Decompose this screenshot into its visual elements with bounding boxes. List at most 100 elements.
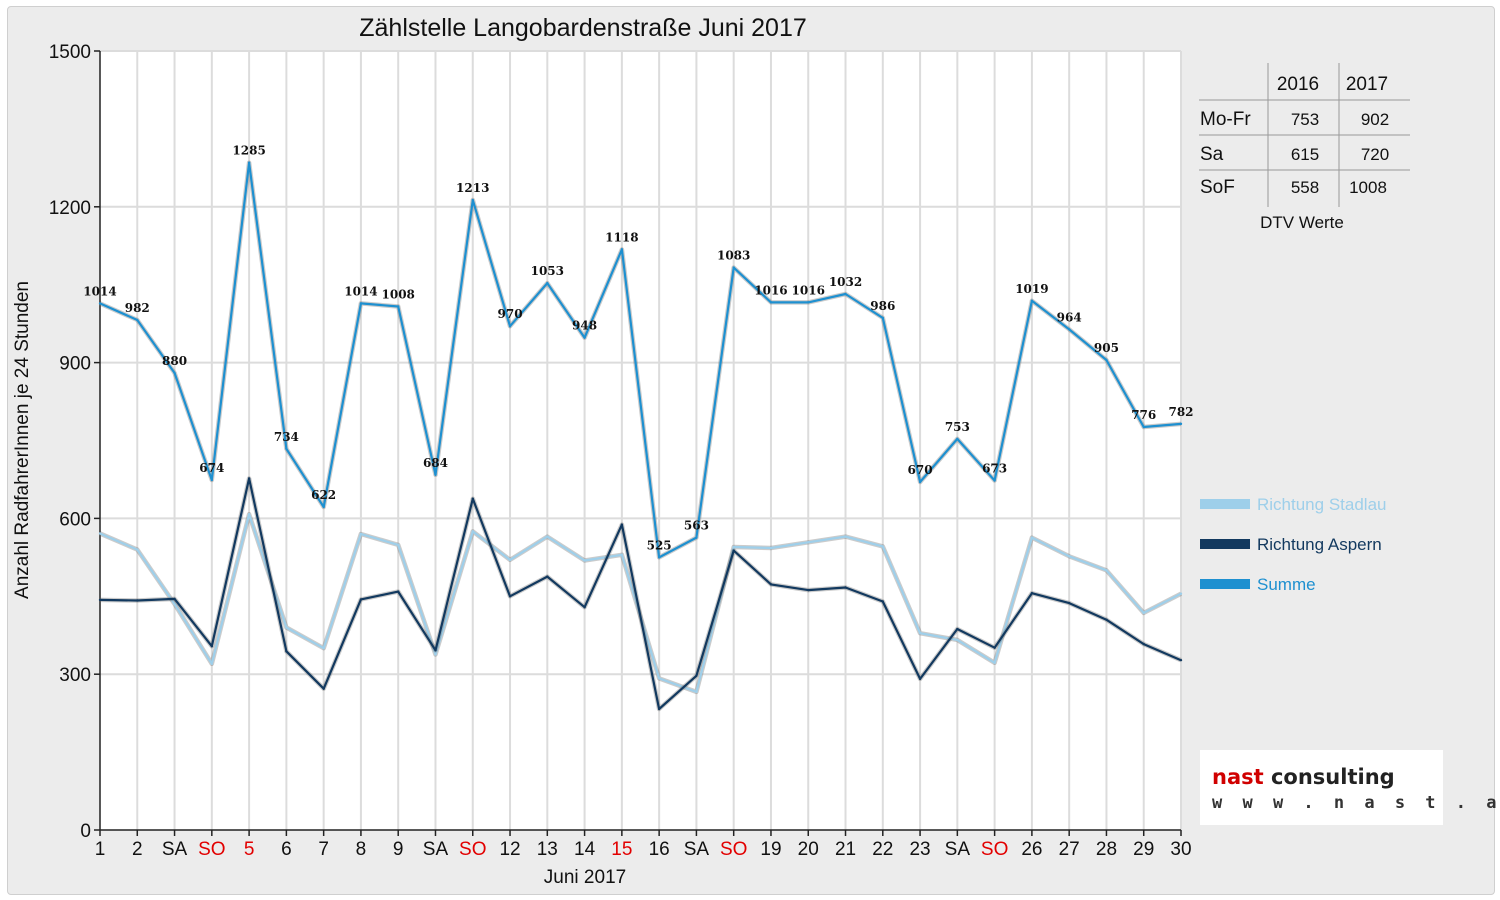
data-point — [434, 473, 437, 476]
x-tick-label: 19 — [760, 839, 781, 860]
data-point — [397, 590, 400, 593]
data-point — [136, 599, 139, 602]
logo-url: w w w . n a s t . a t — [1212, 793, 1500, 813]
data-point — [844, 535, 847, 538]
data-point — [881, 545, 884, 548]
data-label: 970 — [498, 307, 523, 321]
data-label: 1053 — [531, 264, 564, 278]
x-tick-label: 7 — [318, 839, 329, 860]
data-label: 1014 — [344, 284, 377, 298]
data-point — [508, 558, 512, 562]
data-point — [620, 248, 624, 251]
data-point — [1179, 592, 1183, 595]
data-point — [956, 638, 959, 642]
data-point — [471, 530, 474, 533]
data-point — [546, 281, 549, 285]
data-point — [1179, 422, 1183, 426]
table-row-label: Sa — [1200, 144, 1224, 165]
data-point — [1067, 601, 1071, 605]
x-tick-label: SO — [198, 839, 225, 860]
table-cell: 753 — [1291, 110, 1319, 129]
logo-box — [1200, 750, 1443, 825]
legend-swatch-summe — [1200, 579, 1250, 589]
x-tick-label: SA — [684, 839, 710, 860]
data-point — [807, 588, 810, 592]
data-point — [210, 644, 214, 648]
table-row-label: SoF — [1200, 177, 1235, 198]
x-tick-label: 9 — [393, 839, 404, 860]
legend-label-stadlau: Richtung Stadlau — [1257, 495, 1386, 514]
table-cell: 615 — [1291, 145, 1319, 164]
x-tick-label: 8 — [356, 839, 367, 860]
logo-prefix: nast — [1212, 765, 1264, 789]
data-label: 670 — [908, 463, 933, 477]
data-point — [98, 532, 102, 535]
x-tick-label: 13 — [537, 839, 558, 860]
table-row-label: Mo-Fr — [1200, 109, 1251, 130]
legend: Richtung Stadlau Richtung Aspern Summe — [1200, 495, 1386, 594]
data-label: 905 — [1094, 341, 1119, 355]
data-point — [471, 497, 474, 500]
data-point — [173, 602, 176, 606]
logo: nast consulting w w w . n a s t . a t — [1200, 750, 1500, 825]
x-tick-label: 1 — [95, 839, 106, 860]
logo-text: nast consulting — [1212, 765, 1395, 789]
data-label: 964 — [1057, 310, 1082, 324]
table-cell: 720 — [1361, 145, 1389, 164]
data-point — [918, 631, 922, 635]
x-tick-label: 27 — [1059, 839, 1080, 860]
data-point — [1105, 618, 1108, 621]
data-point — [1142, 642, 1145, 646]
data-label: 948 — [572, 319, 597, 333]
data-label: 674 — [199, 461, 224, 475]
data-point — [1030, 536, 1034, 539]
data-label: 1008 — [382, 288, 415, 302]
x-tick-label: 29 — [1133, 839, 1154, 860]
data-point — [173, 371, 176, 375]
chart-title: Zählstelle Langobardenstraße Juni 2017 — [359, 14, 807, 42]
y-tick-label: 1500 — [49, 42, 91, 63]
data-label: 684 — [423, 456, 448, 470]
data-label: 776 — [1131, 408, 1156, 422]
plot-area — [100, 51, 1181, 830]
data-point — [918, 480, 922, 484]
logo-suffix: consulting — [1264, 765, 1395, 789]
data-point — [807, 541, 810, 544]
data-label: 1032 — [829, 275, 862, 289]
data-point — [508, 325, 512, 328]
y-axis-label: Anzahl RadfahrerInnen je 24 Stunden — [12, 281, 33, 599]
data-label: 1213 — [456, 181, 489, 195]
data-point — [844, 586, 847, 589]
data-label: 782 — [1168, 405, 1193, 419]
data-label: 1118 — [605, 230, 638, 244]
data-label: 1285 — [232, 144, 265, 158]
x-tick-label: 12 — [499, 839, 520, 860]
series-line-richtung-aspern — [99, 477, 1182, 711]
x-tick-label: 22 — [872, 839, 893, 860]
data-point — [769, 546, 773, 550]
legend-swatch-aspern — [1200, 539, 1250, 549]
data-point — [1105, 358, 1108, 362]
data-point — [247, 477, 251, 480]
x-tick-label: SO — [720, 839, 747, 860]
data-point — [993, 661, 996, 664]
data-point — [583, 606, 586, 609]
data-point — [1179, 658, 1183, 662]
data-point — [769, 583, 773, 586]
data-point — [1030, 591, 1034, 595]
y-tick-label: 0 — [80, 821, 91, 842]
data-point — [732, 266, 735, 269]
x-tick-label: 6 — [281, 839, 292, 860]
data-point — [732, 549, 735, 552]
data-point — [285, 626, 288, 629]
table-cell: 902 — [1361, 110, 1389, 129]
data-point — [620, 523, 624, 526]
data-point — [956, 627, 959, 631]
x-tick-label: 21 — [835, 839, 856, 860]
data-point — [285, 447, 288, 451]
x-tick-label: 26 — [1021, 839, 1042, 860]
y-tick-label: 900 — [59, 354, 91, 375]
data-point — [434, 649, 437, 652]
